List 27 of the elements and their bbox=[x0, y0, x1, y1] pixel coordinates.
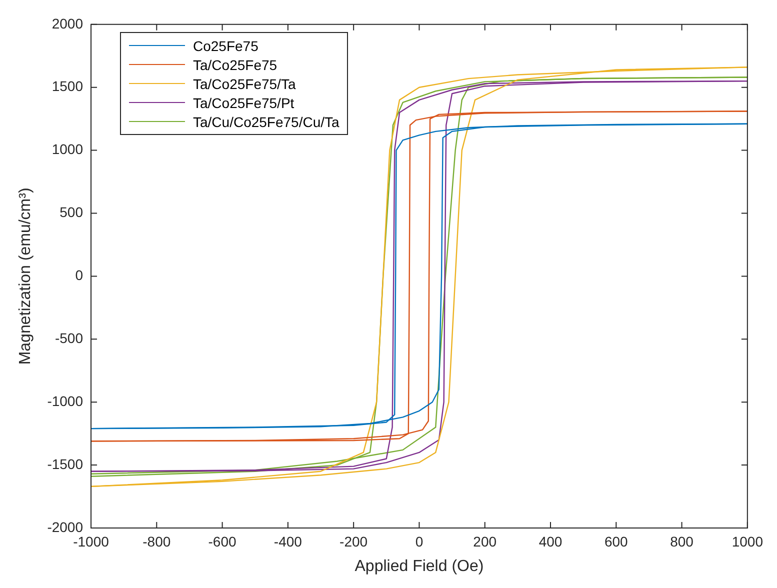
y-tick-label: 2000 bbox=[52, 15, 84, 32]
x-tick-label: -400 bbox=[274, 533, 302, 550]
legend-label: Ta/Co25Fe75 bbox=[193, 56, 278, 72]
x-tick-label: -800 bbox=[142, 533, 171, 550]
y-tick-label: 0 bbox=[75, 267, 84, 284]
x-tick-label: 0 bbox=[415, 533, 424, 550]
x-tick-label: -600 bbox=[208, 533, 237, 550]
x-tick-label: -200 bbox=[340, 533, 368, 550]
x-tick-label: 400 bbox=[538, 533, 562, 550]
legend-label: Co25Fe75 bbox=[193, 38, 258, 54]
x-tick-label: 600 bbox=[604, 533, 628, 550]
y-tick-label: -1000 bbox=[47, 392, 84, 409]
x-tick-label: 1000 bbox=[732, 533, 764, 550]
legend-label: Ta/Co25Fe75/Ta bbox=[193, 76, 296, 92]
y-tick-label: 500 bbox=[60, 204, 84, 220]
y-tick-label: 1000 bbox=[52, 141, 84, 158]
y-tick-label: 1500 bbox=[52, 78, 84, 94]
x-axis-title: Applied Field (Oe) bbox=[354, 558, 484, 575]
legend-label: Ta/Cu/Co25Fe75/Cu/Ta bbox=[193, 114, 340, 130]
legend-label: Ta/Co25Fe75/Pt bbox=[193, 94, 294, 110]
x-tick-label: 200 bbox=[473, 533, 497, 550]
y-tick-label: -2000 bbox=[47, 518, 84, 535]
y-tick-label: -500 bbox=[54, 330, 84, 346]
y-tick-label: -1500 bbox=[47, 456, 84, 472]
x-tick-label: 800 bbox=[670, 533, 694, 550]
x-tick-label: -1000 bbox=[73, 533, 110, 550]
y-axis-title: Magnetization (emu/cm³) bbox=[17, 188, 34, 365]
